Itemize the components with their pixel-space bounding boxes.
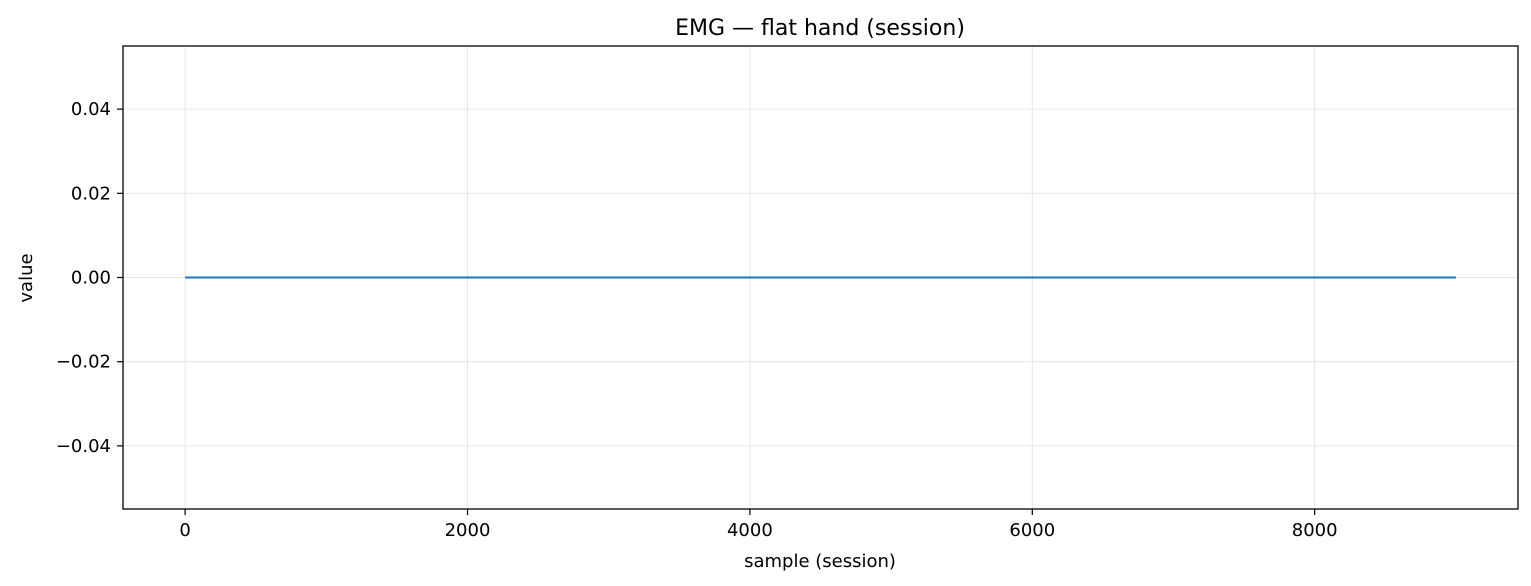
y-tick-label: 0.02 bbox=[71, 183, 111, 204]
x-tick-label: 2000 bbox=[445, 520, 491, 541]
x-tick-label: 4000 bbox=[727, 520, 773, 541]
y-tick-label: −0.02 bbox=[56, 352, 111, 373]
y-tick-label: −0.04 bbox=[56, 436, 111, 457]
x-tick-label: 8000 bbox=[1292, 520, 1338, 541]
x-axis-label: sample (session) bbox=[744, 551, 896, 572]
x-tick-label: 6000 bbox=[1009, 520, 1055, 541]
chart-title: EMG — flat hand (session) bbox=[675, 16, 965, 41]
axis-ticks: 0 2000 4000 6000 8000 −0.04 −0.02 0.00 0.02 0.04 bbox=[56, 99, 1338, 541]
x-tick-label: 0 bbox=[179, 520, 190, 541]
y-axis-label: value bbox=[16, 253, 37, 302]
y-tick-label: 0.04 bbox=[71, 99, 111, 120]
y-tick-label: 0.00 bbox=[71, 268, 111, 289]
